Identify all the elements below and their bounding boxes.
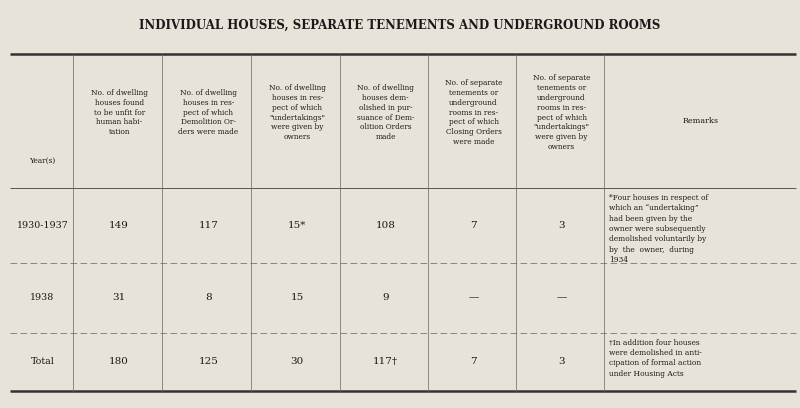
Text: 1930-1937: 1930-1937 xyxy=(17,221,68,230)
Text: 7: 7 xyxy=(470,221,477,230)
Text: 117: 117 xyxy=(198,221,218,230)
Text: No. of separate
tenements or
underground
rooms in res-
pect of which
"undertakin: No. of separate tenements or underground… xyxy=(533,74,590,151)
Text: 7: 7 xyxy=(470,357,477,366)
Text: Year(s): Year(s) xyxy=(30,157,55,165)
Text: 9: 9 xyxy=(382,293,389,302)
Text: —: — xyxy=(469,293,478,302)
Text: 3: 3 xyxy=(558,357,565,366)
Text: Total: Total xyxy=(30,357,54,366)
Text: No. of dwelling
houses dem-
olished in pur-
suance of Dem-
olition Orders
made: No. of dwelling houses dem- olished in p… xyxy=(357,84,414,141)
Text: No. of separate
tenements or
underground
rooms in res-
pect of which
Closing Ord: No. of separate tenements or underground… xyxy=(445,79,502,146)
Text: †In addition four houses
were demolished in anti-
cipation of formal action
unde: †In addition four houses were demolished… xyxy=(609,339,702,378)
Text: 3: 3 xyxy=(558,221,565,230)
Text: 15: 15 xyxy=(290,293,304,302)
Text: 125: 125 xyxy=(198,357,218,366)
Text: Remarks: Remarks xyxy=(682,117,718,125)
Text: 8: 8 xyxy=(205,293,212,302)
Text: INDIVIDUAL HOUSES, SEPARATE TENEMENTS AND UNDERGROUND ROOMS: INDIVIDUAL HOUSES, SEPARATE TENEMENTS AN… xyxy=(139,18,661,31)
Text: 31: 31 xyxy=(113,293,126,302)
Text: No. of dwelling
houses found
to be unfit for
human habi-
tation: No. of dwelling houses found to be unfit… xyxy=(90,89,148,136)
Text: 149: 149 xyxy=(110,221,129,230)
Text: 108: 108 xyxy=(376,221,395,230)
Text: 30: 30 xyxy=(290,357,304,366)
Text: No. of dwelling
houses in res-
pect of which
Demolition Or-
ders were made: No. of dwelling houses in res- pect of w… xyxy=(178,89,238,136)
Text: 15*: 15* xyxy=(288,221,306,230)
Text: *Four houses in respect of
which an “undertaking”
had been given by the
owner we: *Four houses in respect of which an “und… xyxy=(609,194,708,264)
Text: 180: 180 xyxy=(110,357,129,366)
Text: 117†: 117† xyxy=(373,357,398,366)
Text: No. of dwelling
houses in res-
pect of which
"undertakings"
were given by
owners: No. of dwelling houses in res- pect of w… xyxy=(269,84,326,141)
Text: —: — xyxy=(557,293,566,302)
Text: 1938: 1938 xyxy=(30,293,54,302)
